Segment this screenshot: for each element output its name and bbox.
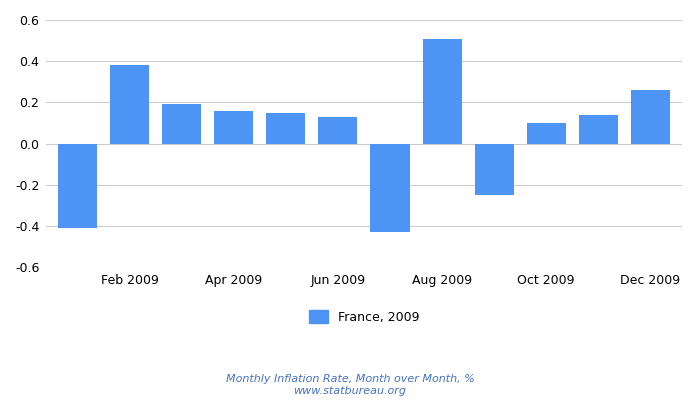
Legend: France, 2009: France, 2009 <box>304 306 424 329</box>
Bar <box>214 110 253 144</box>
Text: Monthly Inflation Rate, Month over Month, %: Monthly Inflation Rate, Month over Month… <box>225 374 475 384</box>
Bar <box>423 38 461 144</box>
Bar <box>266 113 305 144</box>
Bar <box>631 90 670 144</box>
Bar <box>58 144 97 228</box>
Text: www.statbureau.org: www.statbureau.org <box>293 386 407 396</box>
Bar <box>318 117 358 144</box>
Bar <box>110 65 149 144</box>
Bar <box>579 115 618 144</box>
Bar <box>370 144 410 232</box>
Bar <box>162 104 201 144</box>
Bar <box>475 144 514 195</box>
Bar <box>526 123 566 144</box>
